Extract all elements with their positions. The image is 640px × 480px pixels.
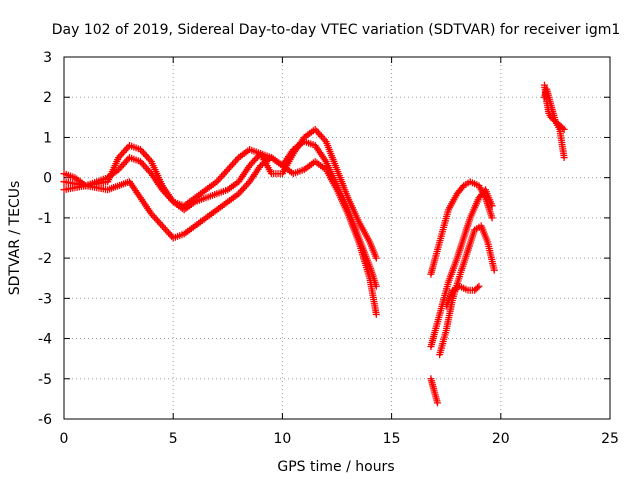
x-axis-label: GPS time / hours	[277, 459, 394, 475]
data-point	[143, 152, 151, 160]
data-point	[559, 124, 567, 132]
data-point	[313, 127, 321, 135]
axis-ticks: 0 5 10 15 20 25 -6 -5 -4 -3 -2 -1 0 1 2 3	[38, 50, 619, 447]
x-tick-label: 5	[169, 431, 178, 447]
data-point	[155, 218, 163, 226]
data-point	[119, 160, 127, 168]
data-point	[161, 225, 169, 233]
data-point	[157, 220, 165, 228]
y-tick-label: 2	[43, 90, 52, 106]
data-point	[143, 164, 151, 172]
y-tick-label: 0	[43, 171, 52, 187]
data-point	[250, 156, 258, 164]
data-point	[118, 150, 126, 158]
data-point	[433, 399, 441, 407]
x-tick-label: 0	[60, 431, 69, 447]
data-point	[121, 159, 129, 167]
data-point	[140, 149, 148, 157]
data-point	[560, 154, 568, 162]
series-track-5	[427, 178, 496, 278]
x-tick-label: 20	[492, 431, 510, 447]
data-point	[560, 125, 568, 133]
data-point	[230, 159, 238, 167]
series-track-4	[427, 186, 496, 351]
x-tick-label: 10	[273, 431, 291, 447]
data-point	[163, 227, 171, 235]
data-point	[239, 185, 247, 193]
data-point	[144, 154, 152, 162]
chart-title: Day 102 of 2019, Sidereal Day-to-day VTE…	[52, 22, 621, 38]
data-point	[216, 174, 224, 182]
data-points	[60, 81, 568, 407]
data-point	[160, 224, 168, 232]
data-point	[475, 282, 483, 290]
data-point	[221, 169, 229, 177]
y-tick-label: 1	[43, 130, 52, 146]
series-track-2	[60, 137, 380, 290]
x-tick-label: 25	[601, 431, 619, 447]
x-tick-label: 15	[383, 431, 401, 447]
data-point	[252, 155, 260, 163]
data-point	[249, 158, 257, 166]
y-axis-label: SDTVAR / TECUs	[7, 181, 23, 296]
data-point	[121, 147, 129, 155]
data-point	[488, 214, 496, 222]
series-track-8	[427, 375, 441, 407]
data-point	[238, 186, 246, 194]
data-point	[372, 310, 380, 318]
y-tick-label: -4	[38, 332, 52, 348]
y-tick-label: -3	[38, 291, 52, 307]
series-track-3	[60, 154, 380, 318]
data-point	[228, 160, 236, 168]
data-point	[232, 157, 240, 165]
data-point	[241, 183, 249, 191]
data-point	[119, 148, 127, 156]
data-point	[218, 173, 226, 181]
series-track-6	[436, 222, 498, 359]
plot-frame	[63, 56, 611, 420]
data-point	[227, 162, 235, 170]
data-point	[140, 161, 148, 169]
data-point	[141, 163, 149, 171]
data-point	[316, 131, 324, 139]
data-point	[319, 134, 327, 142]
grid	[64, 57, 610, 419]
data-point	[141, 151, 149, 159]
y-tick-label: -6	[38, 412, 52, 428]
y-tick-label: -5	[38, 372, 52, 388]
data-point	[224, 166, 232, 174]
data-point	[243, 181, 251, 189]
data-point	[165, 229, 173, 237]
data-point	[372, 254, 380, 262]
y-tick-label: -2	[38, 251, 52, 267]
data-point	[225, 164, 233, 172]
series-track-10	[540, 85, 568, 133]
data-point	[474, 284, 482, 292]
data-point	[152, 215, 160, 223]
data-point	[317, 132, 325, 140]
data-point	[222, 167, 230, 175]
data-point	[490, 266, 498, 274]
y-tick-label: 3	[43, 50, 52, 66]
data-point	[158, 222, 166, 230]
y-tick-label: -1	[38, 211, 52, 227]
data-point	[150, 213, 158, 221]
series-track-7	[442, 282, 483, 310]
